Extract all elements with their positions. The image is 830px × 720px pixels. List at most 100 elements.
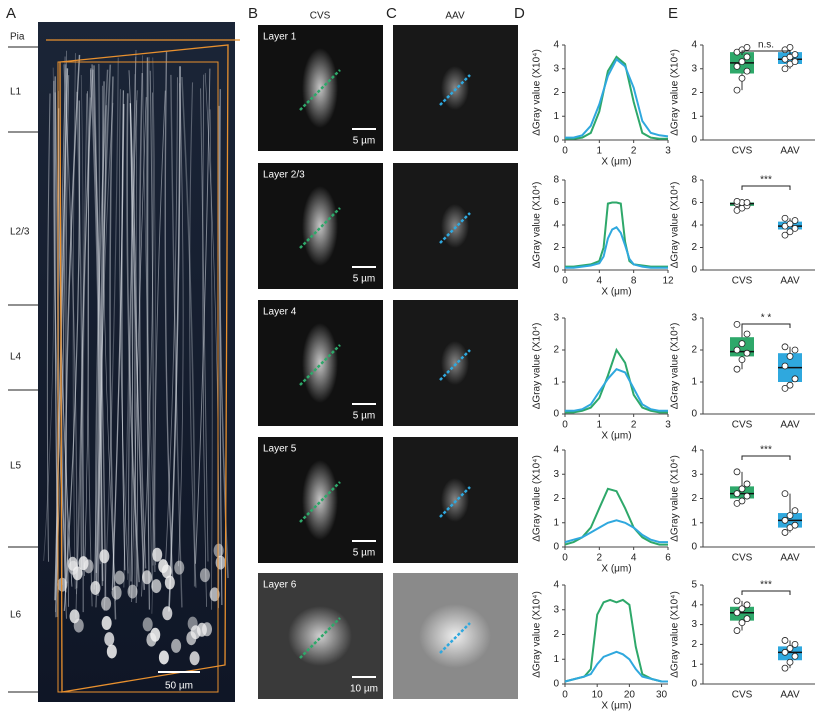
panel-letter: D: [514, 5, 525, 22]
cvs-profile-line: [299, 344, 341, 386]
y-tick-label: 1: [691, 659, 697, 670]
y-tick-label: 5: [691, 580, 697, 591]
soma: [146, 632, 157, 647]
neurite: [168, 66, 181, 612]
y-tick-label: 3: [691, 63, 697, 74]
neurite: [95, 81, 105, 573]
x-tick-label: 2: [597, 553, 603, 564]
significance-bracket: [741, 50, 791, 55]
column-header: CVS: [310, 11, 331, 22]
neurite: [46, 93, 51, 562]
soma: [209, 587, 220, 602]
soma: [213, 543, 224, 558]
neurite: [178, 83, 184, 567]
neurite: [189, 82, 197, 588]
soma: [106, 644, 117, 659]
x-axis-label: X (μm): [601, 564, 631, 575]
cvs-profile-line: [299, 69, 341, 111]
data-point: [791, 375, 799, 383]
data-point: [781, 516, 789, 524]
neurite: [64, 54, 81, 593]
soma: [196, 622, 207, 637]
layer-label: L1: [10, 87, 22, 98]
aav-profile-line: [439, 349, 471, 381]
data-point: [743, 601, 751, 609]
row-label: Layer 4: [263, 307, 297, 318]
data-point: [738, 340, 746, 348]
data-point: [791, 641, 799, 648]
row-label: Layer 5: [263, 444, 297, 455]
neurite: [131, 97, 147, 603]
significance-bracket: [741, 455, 791, 460]
y-tick-label: 8: [553, 175, 559, 186]
row-label: Layer 2/3: [263, 170, 305, 181]
soma: [127, 584, 138, 599]
significance-label: ***: [760, 175, 772, 186]
data-point: [733, 490, 741, 498]
soma: [104, 632, 115, 647]
y-tick-label: 2: [553, 629, 559, 640]
scale-bar-label: 5 µm: [353, 274, 375, 285]
aav-signal: [419, 604, 491, 668]
data-point: [791, 521, 799, 529]
x-tick-label: AAV: [780, 276, 800, 287]
soma: [187, 616, 198, 631]
layer-label: L6: [10, 610, 22, 621]
scale-bar-label: 5 µm: [353, 548, 375, 559]
data-point: [781, 65, 789, 73]
cvs-signal: [288, 606, 352, 666]
y-tick-label: 0: [553, 409, 559, 420]
significance-bracket: [741, 323, 791, 328]
data-point: [733, 627, 741, 634]
y-axis-label: ΔGray value (X10⁴): [670, 455, 681, 542]
neurite: [76, 75, 84, 595]
data-point: [786, 352, 794, 360]
neurite: [128, 90, 138, 594]
panel-letter: A: [6, 5, 16, 22]
soma: [101, 596, 112, 611]
aav-profile-line: [439, 212, 471, 244]
x-tick-label: CVS: [732, 146, 753, 157]
data-point: [738, 74, 746, 82]
y-tick-label: 2: [553, 345, 559, 356]
profile-line: [565, 57, 669, 139]
data-point: [781, 362, 789, 370]
aav-signal: [441, 341, 469, 385]
neurite: [170, 74, 183, 608]
aav-profile-line: [439, 486, 471, 518]
profile-line: [564, 650, 668, 683]
y-tick-label: 4: [553, 220, 559, 231]
y-axis-label: ΔGray value (X10⁴): [532, 49, 543, 136]
soma: [151, 579, 162, 594]
soma: [111, 585, 122, 600]
y-tick-label: 0: [553, 679, 559, 690]
neurite: [75, 93, 88, 618]
neurite: [43, 67, 55, 561]
neurite: [204, 72, 220, 609]
row-label: Layer 1: [263, 32, 297, 43]
scale-bar-label: 10 µm: [350, 684, 378, 695]
y-tick-label: 4: [691, 220, 697, 231]
neurite: [63, 100, 81, 611]
neurite: [72, 53, 76, 590]
y-tick-label: 3: [553, 469, 559, 480]
y-tick-label: 3: [691, 313, 697, 324]
x-tick-label: AAV: [780, 690, 800, 701]
column-header: AAV: [445, 11, 465, 22]
significance-bracket: [741, 590, 791, 595]
neurite: [123, 49, 137, 588]
soma: [142, 617, 153, 632]
neurite: [84, 91, 89, 577]
data-point: [743, 43, 751, 51]
neurite: [146, 57, 150, 610]
data-point: [733, 320, 741, 328]
cvs-profile-line: [299, 481, 341, 523]
micrographs: [38, 22, 518, 702]
neurite: [140, 92, 154, 597]
data-point: [743, 492, 751, 500]
data-point: [786, 228, 794, 236]
x-axis-label: X (μm): [601, 701, 631, 712]
soma: [152, 547, 163, 562]
soma: [158, 650, 169, 665]
